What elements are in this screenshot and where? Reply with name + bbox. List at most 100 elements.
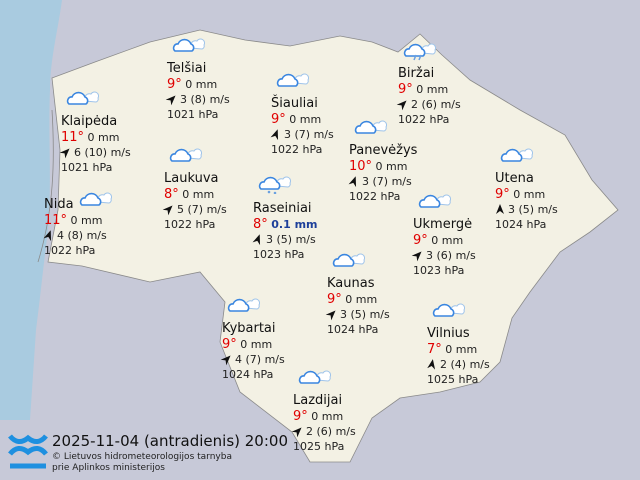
precipitation: 0 mm [345, 293, 378, 306]
precipitation: 0 mm [289, 113, 322, 126]
city-7: Nida 11° 0 mm 4 (8) m/s 1022 hPa [43, 192, 112, 258]
city-11: Kybartai 9° 0 mm 4 (7) m/s 1024 hPa [220, 298, 285, 382]
city-9: Ukmergė 9° 0 mm 3 (6) m/s 1023 hPa [411, 194, 476, 278]
city-6: Utena 9° 0 mm 3 (5) m/s 1024 hPa [495, 148, 558, 232]
lithuania-land [47, 29, 619, 463]
wind-speed: 5 (7) m/s [177, 203, 227, 216]
pressure: 1024 hPa [327, 323, 379, 336]
wind-speed: 4 (7) m/s [235, 353, 285, 366]
city-8: Raseiniai 8° 0.1 mm 3 (5) m/s 1023 hPa [252, 176, 318, 262]
city-name: Vilnius [427, 326, 470, 341]
pressure: 1024 hPa [495, 218, 547, 231]
pressure: 1023 hPa [253, 248, 305, 261]
wind-speed: 2 (6) m/s [411, 98, 461, 111]
wind-speed: 2 (4) m/s [440, 358, 490, 371]
precipitation: 0 mm [375, 160, 408, 173]
precipitation: 0 mm [182, 188, 215, 201]
wind-direction-icon [396, 100, 407, 111]
precipitation: 0.1 mm [271, 218, 318, 231]
pressure: 1021 hPa [167, 108, 219, 121]
wind-speed: 3 (5) m/s [508, 203, 558, 216]
precipitation: 0 mm [431, 234, 464, 247]
city-0: Telšiai 9° 0 mm 3 (8) m/s 1021 hPa [165, 38, 230, 122]
pressure: 1021 hPa [61, 161, 113, 174]
wind-speed: 3 (7) m/s [362, 175, 412, 188]
temperature: 9° [222, 337, 237, 352]
city-name: Telšiai [167, 61, 207, 76]
city-name: Kybartai [222, 321, 276, 336]
city-12: Vilnius 7° 0 mm 2 (4) m/s 1025 hPa [427, 303, 490, 387]
temperature: 9° [495, 187, 510, 202]
temperature: 11° [44, 213, 68, 228]
wind-speed: 2 (6) m/s [306, 425, 356, 438]
city-name: Ukmergė [413, 217, 473, 232]
temperature: 8° [253, 217, 268, 232]
precipitation: 0 mm [185, 78, 218, 91]
wind-direction-icon [291, 427, 302, 438]
wind-direction-icon [496, 204, 504, 214]
wind-direction-icon [59, 148, 70, 159]
temperature: 8° [164, 187, 179, 202]
precipitation: 0 mm [416, 83, 449, 96]
wind-direction-icon [427, 359, 436, 370]
city-name: Klaipėda [61, 114, 118, 129]
pressure: 1022 hPa [44, 244, 96, 257]
city-4: Panevėžys 10° 0 mm 3 (7) m/s 1022 hPa [348, 120, 418, 204]
precipitation: 0 mm [240, 338, 273, 351]
baltic-sea [0, 0, 62, 420]
cloudy-icon [172, 38, 205, 52]
wind-speed: 3 (5) m/s [340, 308, 390, 321]
city-name: Nida [44, 197, 74, 212]
temperature: 9° [293, 409, 308, 424]
temperature: 9° [271, 112, 286, 127]
city-5: Laukuva 8° 0 mm 5 (7) m/s 1022 hPa [162, 148, 227, 232]
wind-direction-icon [348, 176, 357, 188]
cloudy-icon [276, 73, 309, 87]
pressure: 1024 hPa [222, 368, 274, 381]
precipitation: 0 mm [311, 410, 344, 423]
rain-icon [258, 176, 291, 194]
pressure: 1022 hPa [349, 190, 401, 203]
pressure: 1023 hPa [413, 264, 465, 277]
city-name: Utena [495, 171, 534, 186]
temperature: 11° [61, 130, 85, 145]
cloudy-icon [354, 120, 387, 134]
city-name: Panevėžys [349, 143, 418, 158]
wind-direction-icon [43, 230, 52, 242]
precipitation: 0 mm [513, 188, 546, 201]
cloudy-icon [66, 91, 99, 105]
wind-direction-icon [411, 251, 422, 262]
lhmt-logo [8, 434, 48, 469]
cloudy-icon [169, 148, 202, 162]
city-13: Lazdijai 9° 0 mm 2 (6) m/s 1025 hPa [291, 370, 356, 454]
wind-direction-icon [162, 205, 173, 216]
wind-speed: 3 (7) m/s [284, 128, 334, 141]
precipitation: 0 mm [87, 131, 120, 144]
pressure: 1025 hPa [427, 373, 479, 386]
pressure: 1025 hPa [293, 440, 345, 453]
wind-speed: 3 (5) m/s [266, 233, 316, 246]
wind-speed: 4 (8) m/s [57, 229, 107, 242]
wind-direction-icon [165, 95, 176, 106]
temperature: 9° [167, 77, 182, 92]
copyright-line-2: prie Aplinkos ministerijos [52, 463, 165, 473]
wind-speed: 3 (6) m/s [426, 249, 476, 262]
wind-direction-icon [325, 310, 336, 321]
cloudy-icon [500, 148, 533, 162]
temperature: 9° [327, 292, 342, 307]
pressure: 1022 hPa [271, 143, 323, 156]
city-3: Klaipėda 11° 0 mm 6 (10) m/s 1021 hPa [59, 91, 131, 175]
pressure: 1022 hPa [164, 218, 216, 231]
wind-speed: 6 (10) m/s [74, 146, 131, 159]
temperature: 10° [349, 159, 373, 174]
wind-direction-icon [220, 355, 231, 366]
pressure: 1022 hPa [398, 113, 450, 126]
city-name: Šiauliai [271, 96, 318, 111]
city-name: Lazdijai [293, 393, 343, 408]
city-name: Biržai [398, 66, 435, 81]
city-name: Raseiniai [253, 201, 312, 216]
cloudy-icon [298, 370, 331, 384]
curonian-spit [37, 109, 54, 263]
city-2: Šiauliai 9° 0 mm 3 (7) m/s 1022 hPa [270, 73, 334, 157]
